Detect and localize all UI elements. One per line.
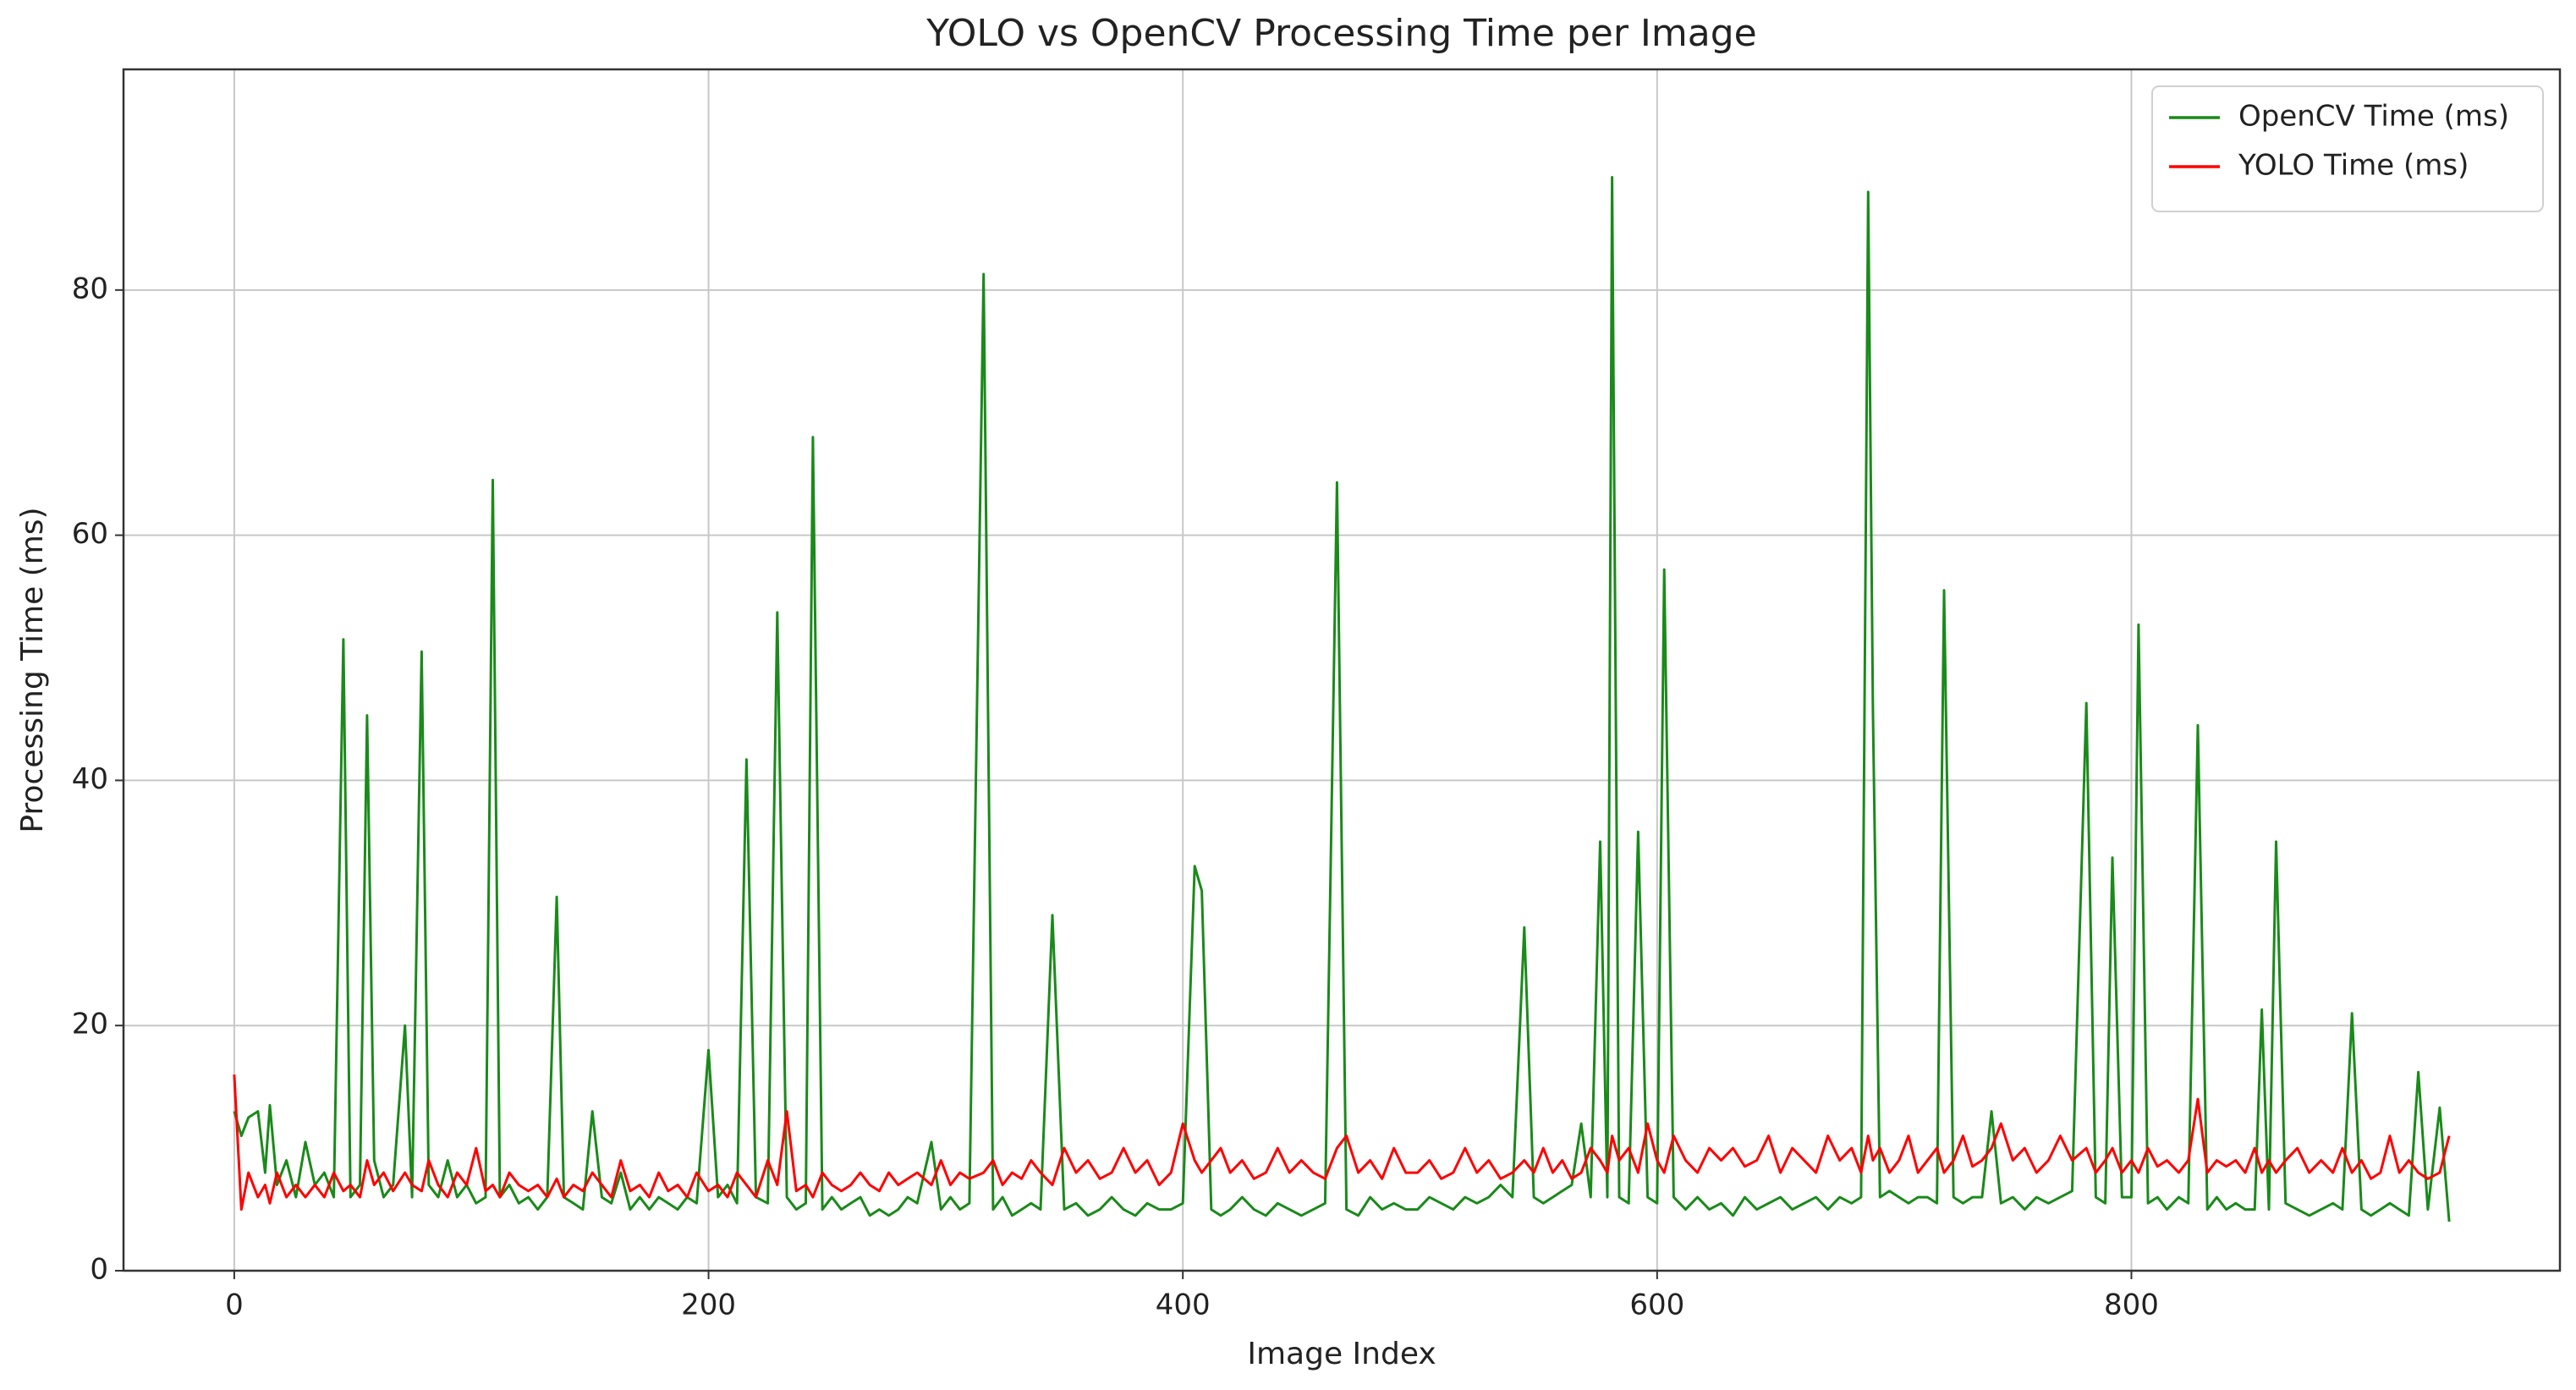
legend-box [2151, 85, 2544, 212]
y-tick-label: 20 [72, 1008, 108, 1041]
series-line [233, 1074, 2451, 1211]
series-line [233, 176, 2451, 1222]
y-axis-label: Processing Time (ms) [15, 507, 50, 832]
x-tick-label: 400 [1156, 1288, 1211, 1322]
x-tick-label: 0 [225, 1288, 244, 1322]
legend-label: YOLO Time (ms) [2238, 149, 2469, 183]
y-tick-label: 0 [90, 1253, 108, 1287]
x-tick-label: 600 [1629, 1288, 1684, 1322]
legend-label: OpenCV Time (ms) [2238, 100, 2509, 134]
x-axis-label: Image Index [1247, 1337, 1436, 1371]
x-tick-label: 200 [681, 1288, 736, 1322]
y-tick-label: 80 [72, 272, 108, 305]
y-tick-label: 60 [72, 517, 108, 551]
plot-frame [122, 68, 2562, 1272]
chart-title: YOLO vs OpenCV Processing Time per Image [925, 12, 1756, 55]
y-tick-label: 40 [72, 762, 108, 796]
x-tick-label: 800 [2104, 1288, 2159, 1322]
